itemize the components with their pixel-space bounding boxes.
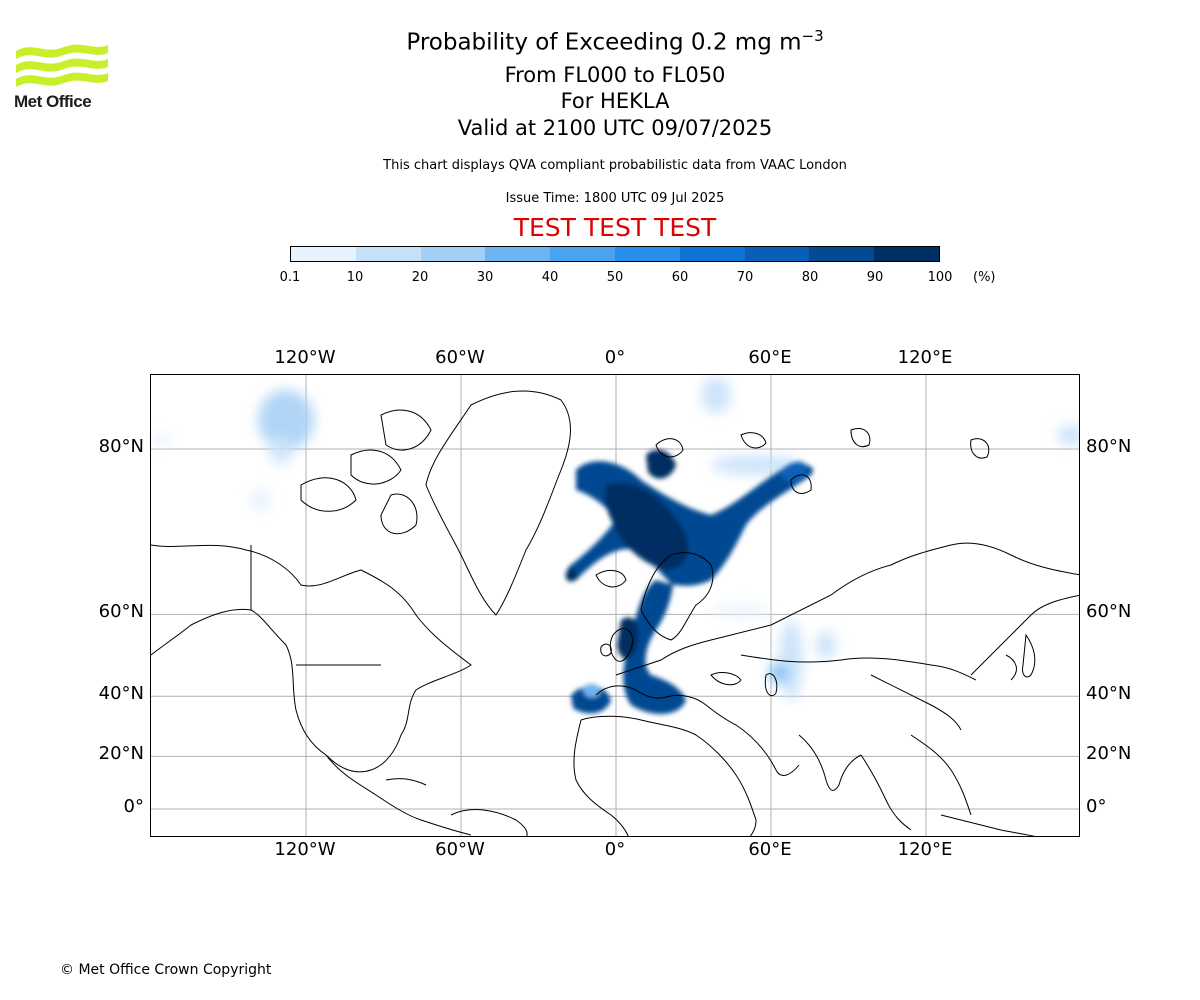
colorbar-bin	[679, 247, 745, 261]
ash-plume-high-probability	[565, 449, 813, 715]
issue-time: Issue Time: 1800 UTC 09 Jul 2025	[505, 191, 725, 206]
latitude-label: 40°N	[1086, 683, 1132, 705]
longitude-label: 60°W	[435, 839, 485, 860]
colorbar-bin	[485, 247, 551, 261]
test-banner: TEST TEST TEST	[513, 213, 717, 242]
latitude-label: 0°	[1086, 796, 1107, 817]
flight-levels: From FL000 to FL050	[504, 63, 726, 87]
title-exponent: −3	[801, 27, 824, 45]
colorbar-tick-label: 30	[476, 270, 494, 285]
ash-probability-map	[150, 374, 1080, 837]
logo-text: Met Office	[14, 92, 92, 111]
graticule	[151, 375, 1079, 836]
chart-description: This chart displays QVA compliant probab…	[383, 158, 847, 173]
latitude-label: 60°N	[1086, 601, 1132, 623]
map-canvas	[151, 375, 1079, 836]
ash-plume-low-probability	[151, 377, 1079, 700]
colorbar-bin	[809, 247, 875, 261]
colorbar-bin	[744, 247, 810, 261]
colorbar-bin	[291, 247, 356, 261]
valid-time: Valid at 2100 UTC 09/07/2025	[457, 116, 773, 140]
longitude-label: 60°W	[435, 347, 485, 368]
longitude-label: 120°E	[897, 839, 953, 860]
chart-title: Probability of Exceeding 0.2 mg m−3	[406, 27, 824, 56]
latitude-label: 0°	[123, 796, 144, 817]
longitude-label: 120°W	[274, 839, 336, 860]
longitude-label: 60°E	[748, 839, 792, 860]
colorbar-bin	[874, 247, 939, 261]
coastlines	[151, 390, 1079, 836]
longitude-label: 120°E	[897, 347, 953, 368]
volcano-name: For HEKLA	[560, 89, 670, 113]
latitude-label: 80°N	[98, 436, 144, 457]
copyright-notice: © Met Office Crown Copyright	[60, 962, 272, 978]
latitude-label: 20°N	[1086, 743, 1132, 765]
met-office-logo-icon	[16, 44, 108, 87]
colorbar-tick-label: 50	[606, 270, 624, 285]
colorbar-bin	[614, 247, 680, 261]
colorbar-unit: (%)	[973, 270, 996, 285]
latitude-label: 80°N	[1086, 436, 1132, 457]
longitude-label: 0°	[604, 839, 626, 860]
colorbar-tick-label: 100	[927, 270, 953, 285]
colorbar-bin	[355, 247, 421, 261]
colorbar-tick-label: 20	[411, 270, 429, 285]
latitude-label: 60°N	[98, 601, 144, 623]
colorbar-tick-label: 80	[801, 270, 819, 285]
colorbar-tick-label: 40	[541, 270, 559, 285]
colorbar-bin	[420, 247, 486, 261]
colorbar-tick-label: 60	[671, 270, 689, 285]
colorbar-tick-label: 90	[866, 270, 884, 285]
colorbar-tick-label: 70	[736, 270, 754, 285]
colorbar-bin	[550, 247, 615, 261]
longitude-label: 120°W	[274, 347, 336, 368]
latitude-label: 40°N	[98, 683, 144, 705]
colorbar-tick-label: 0.1	[279, 270, 301, 285]
probability-colorbar	[290, 246, 940, 262]
latitude-label: 20°N	[98, 743, 144, 765]
colorbar-tick-label: 10	[346, 270, 364, 285]
longitude-label: 60°E	[748, 347, 792, 368]
longitude-label: 0°	[604, 347, 626, 368]
